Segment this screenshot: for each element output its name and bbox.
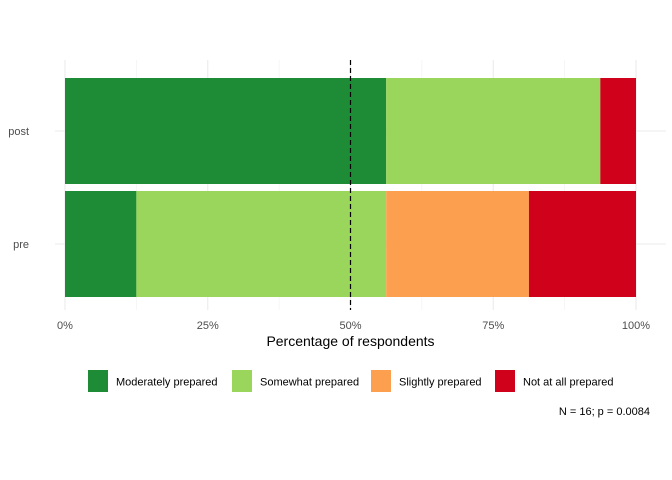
y-axis-ticks: post pre (8, 126, 29, 251)
x-tick-label: 100% (622, 320, 650, 332)
legend-label: Moderately prepared (116, 377, 218, 389)
chart-caption: N = 16; p = 0.0084 (559, 406, 650, 418)
legend: Moderately prepared Somewhat prepared Slig… (88, 370, 614, 392)
x-tick-label: 25% (197, 320, 219, 332)
x-tick-label: 75% (482, 320, 504, 332)
bar-segment-pre-not-at-all-prepared (528, 191, 636, 297)
bar-segment-pre-slightly-prepared (386, 191, 529, 297)
legend-label: Slightly prepared (399, 377, 482, 389)
bar-segment-pre-moderately-prepared (65, 191, 137, 297)
y-tick-label: post (8, 126, 29, 138)
bar-segment-post-not-at-all-prepared (600, 78, 636, 184)
legend-label: Somewhat prepared (260, 377, 359, 389)
x-axis-ticks: 0% 25% 50% 75% 100% (57, 320, 650, 332)
bars (65, 78, 636, 297)
bar-segment-post-somewhat-prepared (386, 78, 601, 184)
bar-segment-post-moderately-prepared (65, 78, 387, 184)
bar-segment-pre-somewhat-prepared (136, 191, 387, 297)
legend-label: Not at all prepared (523, 377, 614, 389)
legend-swatch (371, 370, 391, 392)
x-tick-label: 50% (339, 320, 361, 332)
legend-swatch (495, 370, 515, 392)
legend-swatch (232, 370, 252, 392)
x-tick-label: 0% (57, 320, 73, 332)
legend-swatch (88, 370, 108, 392)
y-tick-label: pre (13, 239, 29, 251)
x-axis-title: Percentage of respondents (266, 333, 434, 349)
